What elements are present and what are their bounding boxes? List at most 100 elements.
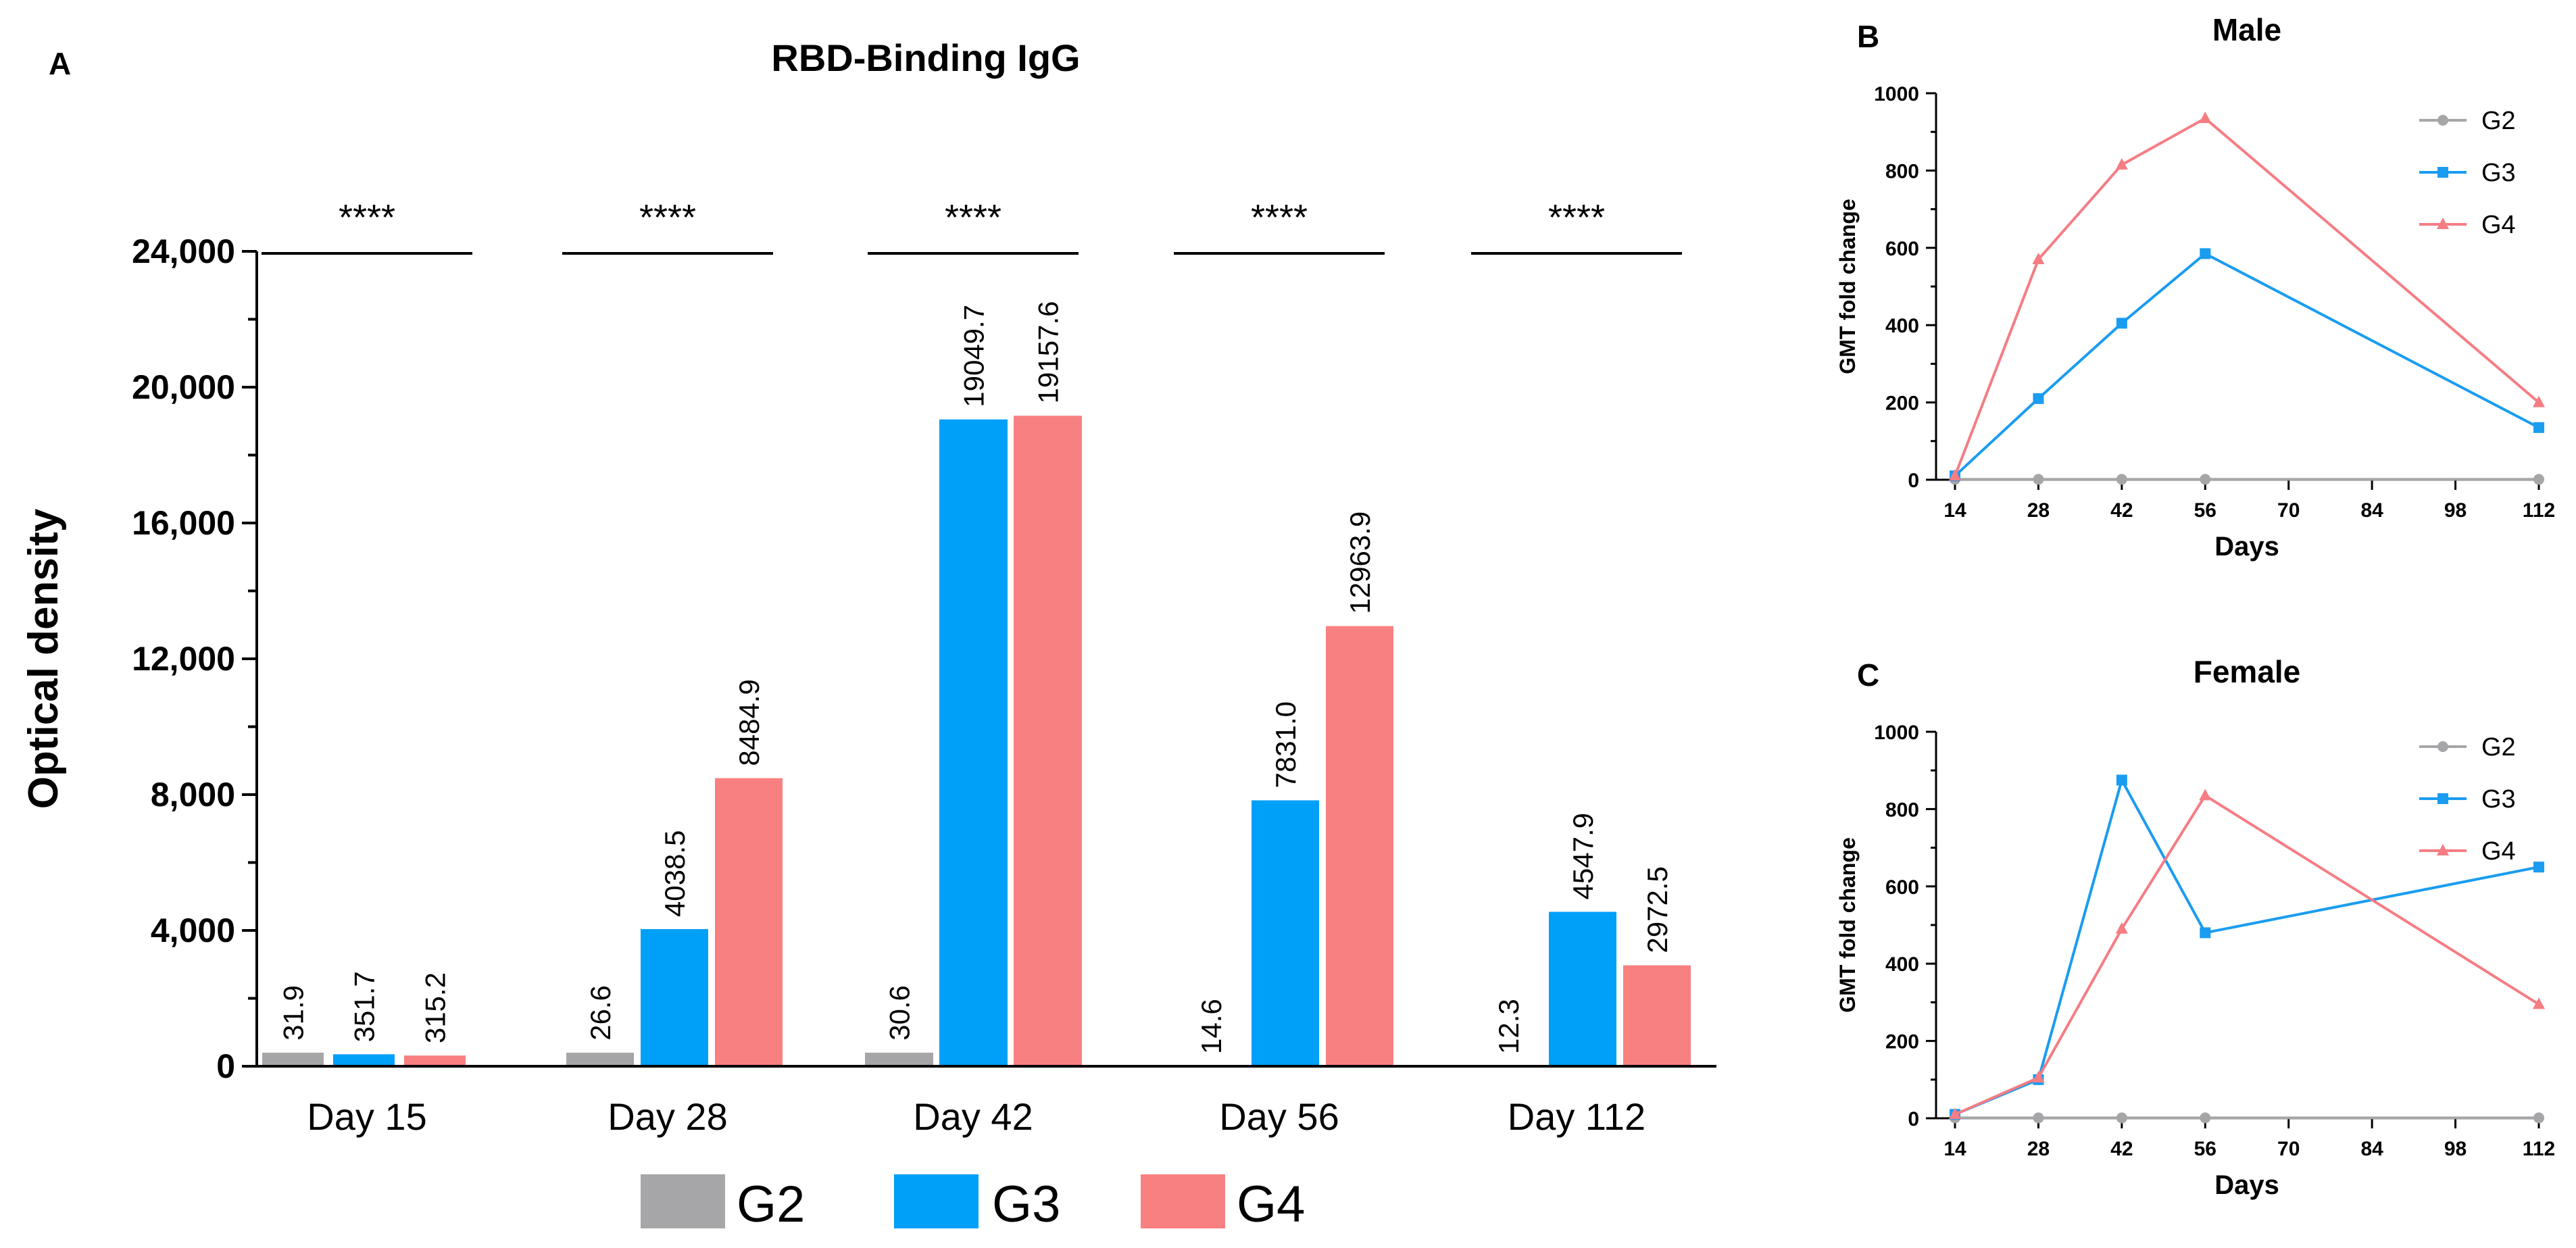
chart-title: Male [2212, 12, 2281, 47]
y-tick-label: 600 [1885, 876, 1919, 899]
legend-label: G3 [2481, 159, 2516, 187]
legend-swatch-g3 [894, 1174, 979, 1228]
point-g2 [2200, 1112, 2211, 1124]
bar-g3 [939, 419, 1008, 1066]
y-tick-label: 800 [1885, 160, 1919, 182]
point-g3 [2116, 774, 2127, 786]
bar-value-label: 4547.9 [1567, 813, 1599, 899]
legend-marker [2437, 218, 2449, 229]
bar-value-label: 2972.5 [1641, 866, 1673, 953]
x-tick-label: 70 [2277, 1138, 2300, 1160]
bar-g4 [1623, 965, 1691, 1066]
legend-marker [2437, 741, 2448, 752]
point-g4 [2032, 252, 2045, 264]
y-tick-label: 1000 [1874, 83, 1919, 105]
bar-value-label: 19049.7 [958, 305, 990, 407]
x-tick-label: Day 15 [307, 1095, 426, 1138]
significance-stars: **** [339, 197, 395, 238]
legend-label: G4 [1237, 1176, 1305, 1233]
bar-g3 [1252, 800, 1319, 1066]
bar-value-label: 7831.0 [1270, 701, 1302, 788]
panel-letter-b: B [1857, 19, 1879, 54]
y-tick-label: 8,000 [151, 776, 235, 814]
y-tick-label: 20,000 [132, 368, 235, 406]
series-line-g3 [1954, 776, 2540, 1116]
x-tick-label: 98 [2444, 1138, 2467, 1160]
significance-stars: **** [639, 197, 696, 238]
legend-label: G4 [2481, 837, 2516, 866]
chart-title: Female [2194, 654, 2301, 689]
y-tick-label: 12,000 [132, 640, 235, 678]
y-tick-label: 400 [1885, 953, 1919, 976]
bar-g3 [333, 1054, 395, 1066]
legend-marker [2437, 844, 2449, 855]
point-g2 [2200, 474, 2211, 485]
bar-g3 [1549, 912, 1616, 1066]
legend-swatch-g4 [1141, 1174, 1225, 1228]
point-g4 [2199, 111, 2212, 124]
legend-label: G3 [2481, 785, 2516, 814]
point-g4 [2115, 922, 2128, 934]
legend-label: G3 [992, 1176, 1060, 1233]
bar-value-label: 12963.9 [1344, 511, 1376, 614]
legend-label: G2 [2481, 733, 2516, 762]
x-tick-label: 56 [2194, 499, 2216, 522]
point-g3 [2200, 248, 2211, 259]
x-tick-label: 84 [2360, 499, 2383, 522]
x-tick-label: 112 [2523, 1138, 2555, 1160]
y-tick-label: 600 [1885, 238, 1919, 260]
legend-swatch-g2 [641, 1174, 725, 1228]
x-tick-label: 98 [2444, 499, 2467, 522]
x-tick-label: 28 [2027, 499, 2050, 522]
point-g2 [2116, 474, 2127, 485]
point-g4 [2115, 157, 2128, 170]
y-tick-label: 200 [1885, 1031, 1919, 1053]
x-axis-label: Days [2214, 532, 2279, 561]
x-tick-label: 14 [1943, 1138, 1966, 1160]
point-g3 [2533, 422, 2544, 433]
legend-marker [2437, 793, 2448, 804]
x-tick-label: 70 [2277, 499, 2300, 522]
x-tick-label: Day 42 [913, 1095, 1033, 1138]
legend-label: G2 [737, 1176, 805, 1233]
x-tick-label: 14 [1943, 499, 1966, 522]
x-tick-label: 42 [2110, 1138, 2133, 1160]
y-axis-label: GMT fold change [1835, 837, 1860, 1013]
bar-value-label: 12.3 [1493, 999, 1525, 1054]
x-tick-label: 56 [2194, 1138, 2216, 1160]
x-tick-label: 112 [2523, 499, 2555, 522]
bar-value-label: 26.6 [585, 985, 616, 1041]
series-line-g3 [1954, 251, 2540, 477]
bar-g2 [566, 1052, 634, 1066]
panel-a: A RBD-Binding IgG Optical density 0 4,000 8,0… [20, 36, 1716, 1233]
point-g3 [2116, 318, 2127, 329]
point-g3 [2033, 393, 2044, 404]
bar-value-label: 4038.5 [659, 830, 691, 917]
panel-letter-c: C [1857, 657, 1879, 693]
x-tick-label: 42 [2110, 499, 2133, 522]
point-g2 [2533, 474, 2544, 485]
significance-stars: **** [1251, 197, 1308, 238]
y-tick-label: 200 [1885, 393, 1919, 415]
bar-value-label: 19157.6 [1033, 301, 1064, 404]
bar-value-label: 351.7 [349, 971, 380, 1042]
point-g2 [2116, 1112, 2127, 1124]
bar-value-label: 8484.9 [733, 679, 765, 766]
y-axis-label: GMT fold change [1835, 199, 1860, 374]
bar-value-label: 30.6 [884, 985, 916, 1041]
bar-value-label: 31.9 [278, 985, 309, 1041]
point-g3 [2200, 927, 2211, 939]
point-g2 [2533, 1112, 2544, 1124]
y-tick-label: 16,000 [132, 504, 235, 542]
chart-title: RBD-Binding IgG [771, 36, 1080, 79]
y-axis-label: Optical density [20, 508, 67, 809]
panel-letter-a: A [49, 46, 71, 81]
x-tick-label: Day 112 [1508, 1095, 1645, 1138]
point-g4 [2533, 395, 2545, 407]
bar-value-label: 315.2 [420, 972, 451, 1043]
y-tick-label: 0 [1908, 470, 1919, 492]
point-g4 [1949, 1107, 1961, 1120]
point-g4 [2032, 1070, 2045, 1082]
point-g4 [1949, 469, 1961, 481]
